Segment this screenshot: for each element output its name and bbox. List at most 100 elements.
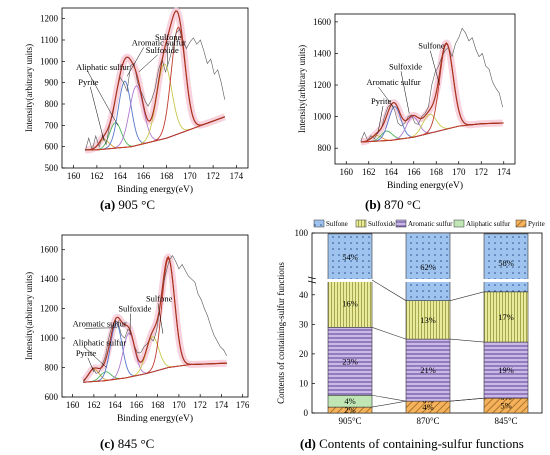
bar-value-label: 23%: [342, 356, 358, 366]
bar-segment-sulfoxide: [327, 279, 373, 328]
fit-envelope-line: [82, 256, 227, 382]
bar-segment-sulfone: [405, 232, 451, 301]
x-tick-label: 174: [497, 167, 511, 177]
xps-panel-b: 160 162 164 166 168 170 172 174 800 1000 1200 1400 1…: [297, 13, 516, 191]
annotation-leader-line: [87, 71, 119, 126]
x-tick-label: 164: [108, 400, 122, 410]
bar-value-label: 13%: [420, 315, 436, 325]
legend-label: Pyrite: [528, 220, 545, 228]
y-tick-label: 1200: [313, 80, 332, 90]
bar-value-label: 58%: [498, 258, 514, 268]
x-tick-label: 168: [151, 400, 165, 410]
x-tick-label: 160: [340, 167, 354, 177]
series-connector-line: [371, 400, 407, 408]
y-axis-label: Contents of containing-sulfur functions: [276, 262, 286, 404]
x-tick-label: 160: [66, 400, 80, 410]
bar-value-label: 4%: [422, 402, 433, 412]
legend-label: Sulfone: [326, 220, 348, 228]
caption-b: (b) 870 °C: [365, 197, 421, 212]
raw-spectrum-line: [84, 28, 226, 152]
y-tick-label: 100: [295, 228, 309, 238]
category-label: 845°C: [494, 416, 517, 426]
bar-value-label: 5%: [500, 401, 511, 411]
bar-value-label: 4%: [344, 396, 355, 406]
annotation-leader-line: [90, 86, 105, 141]
annotation-label: Sulfone: [155, 32, 182, 42]
plot-frame: [61, 7, 249, 169]
raw-spectrum-line: [360, 27, 503, 142]
bar-value-label: 17%: [498, 312, 514, 322]
y-tick-label: 0: [304, 408, 309, 418]
annotation-leader-line: [378, 86, 394, 108]
annotation-leader-line: [84, 327, 118, 329]
annotation-label: Pyrite: [78, 77, 99, 87]
x-tick-label: 172: [475, 167, 489, 177]
legend-swatch: [355, 219, 367, 228]
x-tick-label: 172: [206, 171, 220, 181]
y-tick-label: 40: [299, 290, 309, 300]
x-tick-label: 172: [193, 400, 207, 410]
x-tick-label: 176: [236, 400, 250, 410]
annotation-label: Aromatic sulfur: [73, 318, 127, 328]
y-tick-label: 1000: [40, 56, 59, 66]
annotation-leader-line: [166, 41, 169, 66]
annotation-label: Sulfone: [146, 293, 173, 303]
y-tick-label: 1200: [40, 304, 59, 314]
legend-label: Aromatic sulfur: [408, 220, 453, 228]
annotation-leader-line: [157, 303, 164, 334]
series-connector-line: [371, 279, 407, 301]
x-tick-label: 168: [160, 171, 174, 181]
x-axis-label: Binding energy(eV): [117, 184, 193, 195]
category-label: 905°C: [338, 416, 361, 426]
bar-panel-d: 0 10 20 30 40 100 Contents of containing-sulfu…: [276, 219, 545, 426]
xps-panel-a: 160 162 164 166 168 170 172 174 500 600 700 800 900 1…: [24, 7, 249, 195]
category-label: 870°C: [416, 416, 439, 426]
bar-segment-sulfoxide: [405, 300, 451, 340]
series-connector-line: [371, 327, 407, 340]
series-connector-line: [371, 394, 407, 402]
x-tick-label: 160: [67, 171, 81, 181]
raw-spectrum-line: [83, 255, 228, 383]
x-tick-label: 170: [452, 167, 466, 177]
x-tick-label: 166: [407, 167, 421, 177]
caption-a: (a) 905 °C: [100, 197, 156, 212]
bar-value-label: 2%: [344, 405, 355, 415]
y-tick-label: 1000: [313, 112, 332, 122]
y-tick-label: 1400: [313, 48, 332, 58]
bar-segment-sulfone: [483, 233, 529, 293]
legend-label: Sulfoxide: [368, 220, 395, 228]
caption-c: (c) 845 °C: [100, 436, 155, 451]
y-tick-label: 1100: [40, 35, 58, 45]
x-tick-label: 166: [130, 400, 144, 410]
y-axis-label: Intensity(arbitrary units): [24, 272, 34, 360]
legend-swatch: [313, 219, 325, 228]
x-tick-label: 162: [362, 167, 376, 177]
x-tick-label: 170: [172, 400, 186, 410]
series-connector-line: [449, 397, 485, 402]
annotation-leader-line: [87, 357, 95, 373]
annotation-label: Aliphatic sulfur: [73, 337, 127, 347]
y-tick-label: 1600: [40, 245, 59, 255]
y-tick-label: 600: [45, 392, 59, 402]
annotation-label: Pyrite: [76, 348, 97, 358]
y-tick-label: 800: [45, 363, 59, 373]
x-tick-label: 174: [230, 171, 244, 181]
annotation-leader-line: [400, 71, 410, 114]
caption-d: (d) Contents of containing-sulfur functi…: [300, 436, 524, 451]
annotation-label: Sulfone: [418, 41, 445, 51]
annotation-label: Pyrite: [371, 96, 392, 106]
bar-value-label: 54%: [342, 252, 358, 262]
bar-segment-aromatic-sulfur: [327, 326, 373, 396]
annotation-leader-line: [430, 50, 440, 86]
bar-value-label: 19%: [498, 365, 514, 375]
annotation-label: Aliphatic sulfur: [76, 62, 130, 72]
x-axis-label: Binding energy(eV): [387, 180, 463, 191]
annotation-leader-line: [84, 347, 107, 368]
axis-break-gap: [313, 279, 541, 282]
y-tick-label: 20: [299, 349, 309, 359]
axis-break-mark: [307, 280, 317, 284]
annotation-label: Sulfoxide: [146, 45, 179, 55]
y-tick-label: 1200: [40, 14, 59, 24]
legend-swatch: [515, 219, 527, 228]
